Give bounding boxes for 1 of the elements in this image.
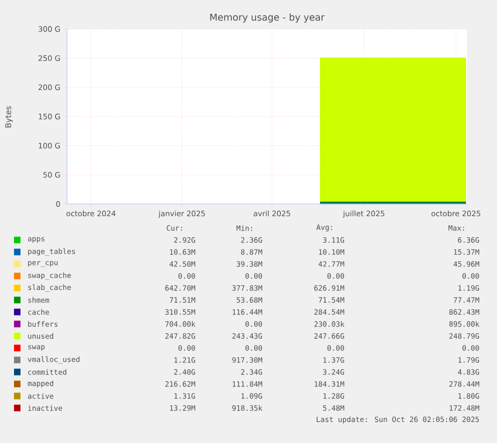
chart-title: Memory usage - by year: [210, 13, 325, 23]
